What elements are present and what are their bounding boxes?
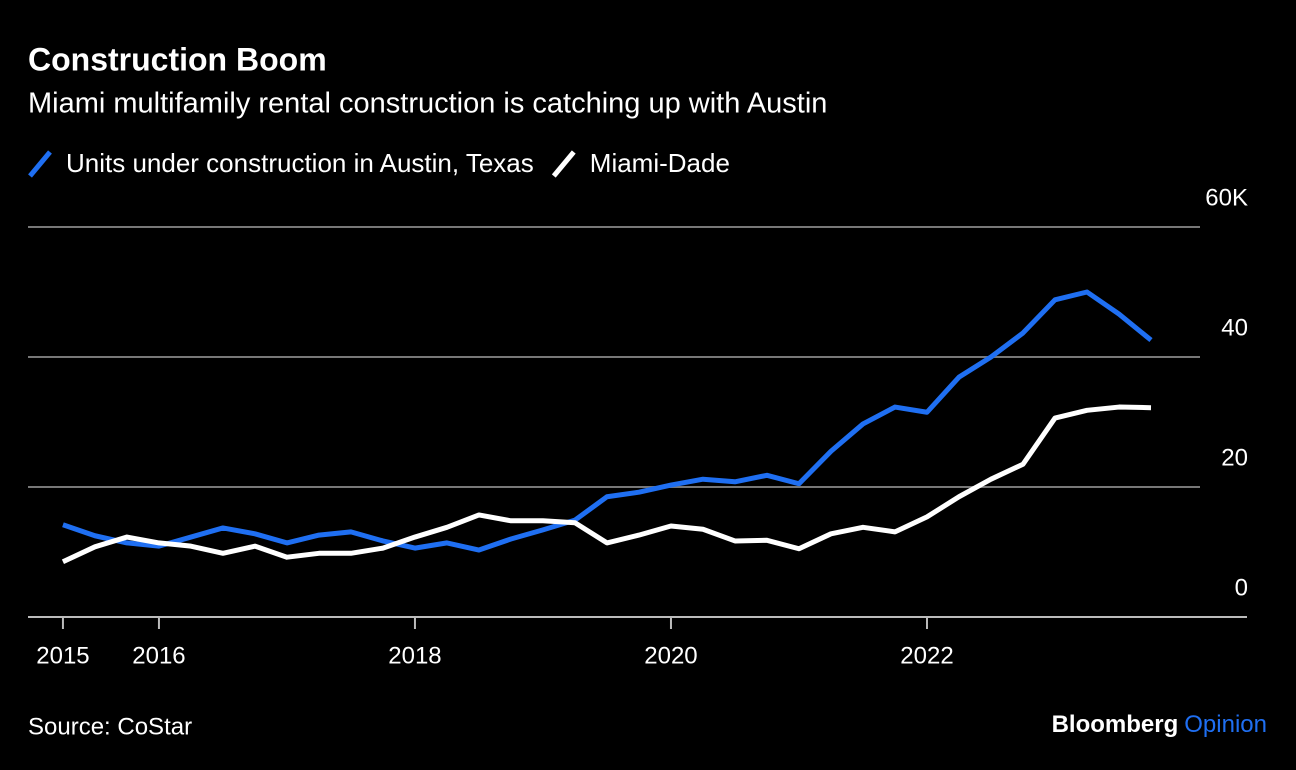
- legend-swatch: [551, 150, 576, 178]
- chart-title: Construction Boom: [28, 41, 327, 77]
- legend-swatch: [28, 150, 52, 178]
- y-tick-label: 40: [1221, 314, 1248, 341]
- y-tick-label: 20: [1221, 444, 1248, 471]
- legend-label: Miami-Dade: [590, 148, 730, 178]
- y-tick-label: 60K: [1205, 184, 1248, 211]
- x-tick-label: 2018: [388, 642, 441, 669]
- y-tick-label: 0: [1235, 574, 1248, 601]
- x-tick-label: 2022: [900, 642, 953, 669]
- legend-label: Units under construction in Austin, Texa…: [66, 148, 534, 178]
- brand-name: Bloomberg: [1052, 711, 1179, 738]
- x-tick-label: 2020: [644, 642, 697, 669]
- brand-section: Opinion: [1184, 711, 1267, 738]
- x-tick-label: 2015: [36, 642, 89, 669]
- branding: Bloomberg Opinion: [1052, 711, 1267, 738]
- chart-subtitle: Miami multifamily rental construction is…: [28, 88, 827, 120]
- series-line: [62, 289, 1153, 553]
- source: Source: CoStar: [28, 713, 192, 740]
- x-tick-label: 2016: [132, 642, 185, 669]
- series-line: [61, 404, 1152, 565]
